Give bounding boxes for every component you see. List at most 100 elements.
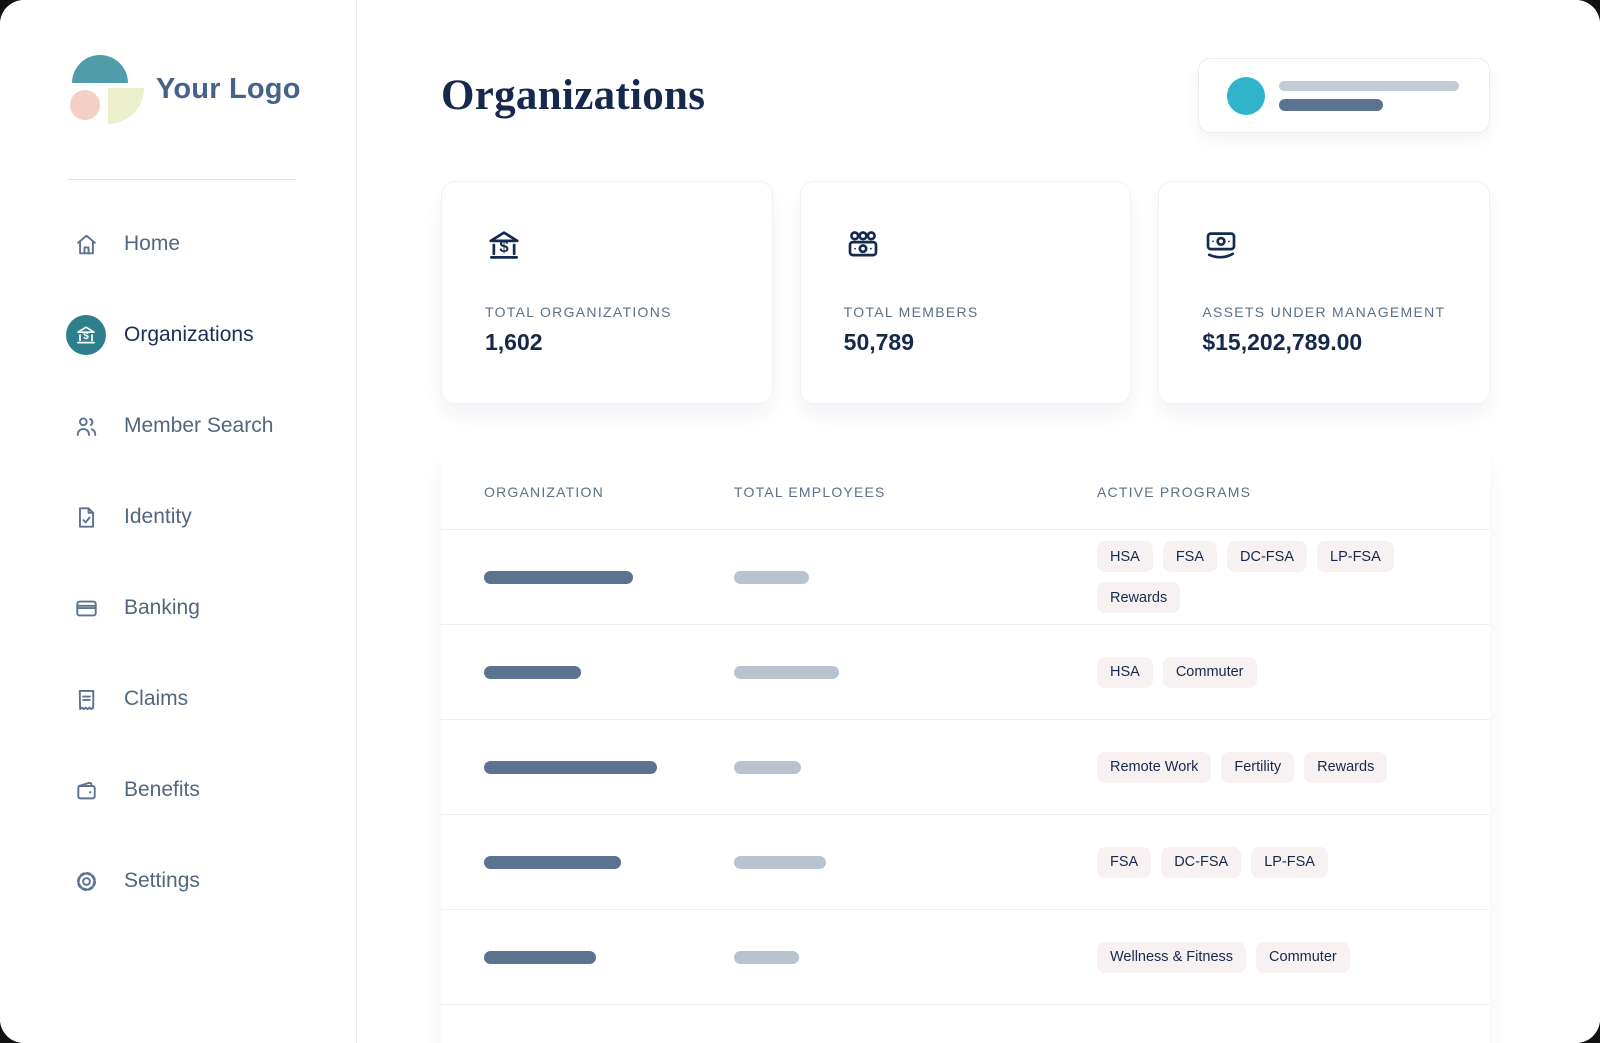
sidebar-item-settings[interactable]: Settings xyxy=(0,861,356,901)
bank-dollar-icon: $ xyxy=(485,226,729,264)
identity-icon xyxy=(66,497,106,537)
main-header: Organizations xyxy=(441,58,1490,133)
active-programs-cell: FSA DC-FSA LP-FSA xyxy=(1097,846,1447,878)
stat-value: 1,602 xyxy=(485,329,543,355)
table-header-row: ORGANIZATION TOTAL EMPLOYEES ACTIVE PROG… xyxy=(441,446,1490,529)
table-row[interactable]: FSA DC-FSA LP-FSA xyxy=(441,814,1490,909)
program-badge: DC-FSA xyxy=(1161,846,1242,878)
program-badge: HSA xyxy=(1097,541,1153,572)
sidebar-item-claims[interactable]: Claims xyxy=(0,679,356,719)
table-body: HSA FSA DC-FSA LP-FSA Rewards HSA Commuter Remo… xyxy=(441,529,1490,1043)
program-badge: Rewards xyxy=(1097,582,1181,613)
organization-name-placeholder xyxy=(484,570,633,584)
table-row[interactable]: HSA Commuter xyxy=(441,624,1490,719)
profile-card[interactable] xyxy=(1198,58,1490,133)
employee-count-placeholder xyxy=(734,950,799,964)
sidebar-item-label: Claims xyxy=(124,687,189,710)
active-programs-cell: HSA FSA DC-FSA LP-FSA Rewards xyxy=(1097,541,1447,613)
profile-placeholder-lines xyxy=(1279,80,1469,111)
receipt-icon xyxy=(66,679,106,719)
sidebar-item-label: Home xyxy=(124,232,181,255)
active-programs-cell: Remote Work Fertility Rewards xyxy=(1097,751,1447,783)
sidebar-nav: Home $ Organizations Member Search Identity B… xyxy=(0,224,356,901)
column-header-organization: ORGANIZATION xyxy=(484,483,604,500)
avatar xyxy=(1227,76,1265,115)
table-row[interactable]: Remote Work Fertility Rewards xyxy=(441,719,1490,814)
program-badge: FSA xyxy=(1097,846,1152,878)
sidebar-item-label: Identity xyxy=(124,505,192,528)
svg-text:$: $ xyxy=(83,331,89,342)
svg-text:$: $ xyxy=(499,237,508,256)
sidebar-item-identity[interactable]: Identity xyxy=(0,497,356,537)
employee-count-placeholder xyxy=(734,665,839,679)
program-badge: DC-FSA xyxy=(1227,541,1308,572)
program-badge: Fertility xyxy=(1221,751,1295,783)
program-badge: Remote Work xyxy=(1097,751,1212,783)
page-title: Organizations xyxy=(441,72,706,119)
logo-circle xyxy=(70,90,100,120)
stat-label: TOTAL MEMBERS xyxy=(843,304,979,320)
logo-mark-icon xyxy=(70,55,146,124)
program-badge: Wellness & Fitness xyxy=(1097,941,1247,973)
wallet-icon xyxy=(66,770,106,810)
total-employees-cell xyxy=(734,950,1097,964)
table-row[interactable]: Wellness & Fitness Commuter xyxy=(441,909,1490,1004)
banknote-icon xyxy=(1202,226,1446,264)
program-badge: Commuter xyxy=(1256,941,1350,973)
organizations-table: ORGANIZATION TOTAL EMPLOYEES ACTIVE PROG… xyxy=(441,446,1490,1043)
sidebar-item-organizations[interactable]: $ Organizations xyxy=(0,315,356,355)
program-badge: HSA xyxy=(1097,656,1153,688)
sidebar-item-member-search[interactable]: Member Search xyxy=(0,406,356,446)
program-badge: LP-FSA xyxy=(1317,541,1394,572)
active-programs-cell: HSA Commuter xyxy=(1097,656,1447,688)
stat-value: $15,202,789.00 xyxy=(1202,329,1363,355)
organization-cell xyxy=(484,760,734,774)
stat-card-2: TOTAL MEMBERS 50,789 xyxy=(799,181,1132,404)
stat-label: TOTAL ORGANIZATIONS xyxy=(485,304,672,320)
sidebar-item-home[interactable]: Home xyxy=(0,224,356,264)
total-employees-cell xyxy=(734,665,1097,679)
members-bill-icon xyxy=(844,226,1088,264)
profile-role-placeholder xyxy=(1279,98,1383,111)
card-icon xyxy=(66,588,106,628)
organization-name-placeholder xyxy=(484,760,657,774)
organization-name-placeholder xyxy=(484,950,596,964)
organization-cell xyxy=(484,855,734,869)
organization-cell xyxy=(484,950,734,964)
gear-icon xyxy=(66,861,106,901)
sidebar-item-label: Settings xyxy=(124,869,200,892)
program-badge: Commuter xyxy=(1162,656,1257,688)
total-employees-cell xyxy=(734,760,1097,774)
total-employees-cell xyxy=(734,570,1097,584)
program-badge: FSA xyxy=(1162,541,1218,572)
employee-count-placeholder xyxy=(734,570,809,584)
logo-semicircle xyxy=(72,55,128,83)
bank-icon: $ xyxy=(66,315,106,355)
logo-quarter-circle xyxy=(108,88,144,124)
employee-count-placeholder xyxy=(734,760,801,774)
active-programs-cell: Wellness & Fitness Commuter xyxy=(1097,941,1447,973)
stats-row: $ TOTAL ORGANIZATIONS 1,602 TOTAL MEMBERS 50… xyxy=(441,181,1491,404)
total-employees-cell xyxy=(734,855,1097,869)
sidebar-item-benefits[interactable]: Benefits xyxy=(0,770,356,810)
column-header-active-programs: ACTIVE PROGRAMS xyxy=(1097,483,1252,500)
program-badge: Rewards xyxy=(1304,751,1388,783)
column-header-total-employees: TOTAL EMPLOYEES xyxy=(734,483,886,500)
stat-card-1: $ TOTAL ORGANIZATIONS 1,602 xyxy=(441,181,773,404)
employee-count-placeholder xyxy=(734,855,826,869)
stat-label: ASSETS UNDER MANAGEMENT xyxy=(1202,304,1446,320)
main-content: Organizations $ TOTAL ORGANIZATIONS 1,602 T… xyxy=(357,0,1600,1043)
table-row[interactable] xyxy=(441,1004,1490,1043)
organization-name-placeholder xyxy=(484,855,621,869)
table-row[interactable]: HSA FSA DC-FSA LP-FSA Rewards xyxy=(441,529,1490,624)
program-badge: LP-FSA xyxy=(1251,846,1328,878)
organization-cell xyxy=(484,570,734,584)
people-icon xyxy=(66,406,106,446)
logo-text: Your Logo xyxy=(156,72,301,105)
home-icon xyxy=(66,224,106,264)
stat-value: 50,789 xyxy=(843,329,915,355)
sidebar-item-banking[interactable]: Banking xyxy=(0,588,356,628)
sidebar-item-label: Organizations xyxy=(124,323,254,346)
profile-name-placeholder xyxy=(1279,80,1459,91)
